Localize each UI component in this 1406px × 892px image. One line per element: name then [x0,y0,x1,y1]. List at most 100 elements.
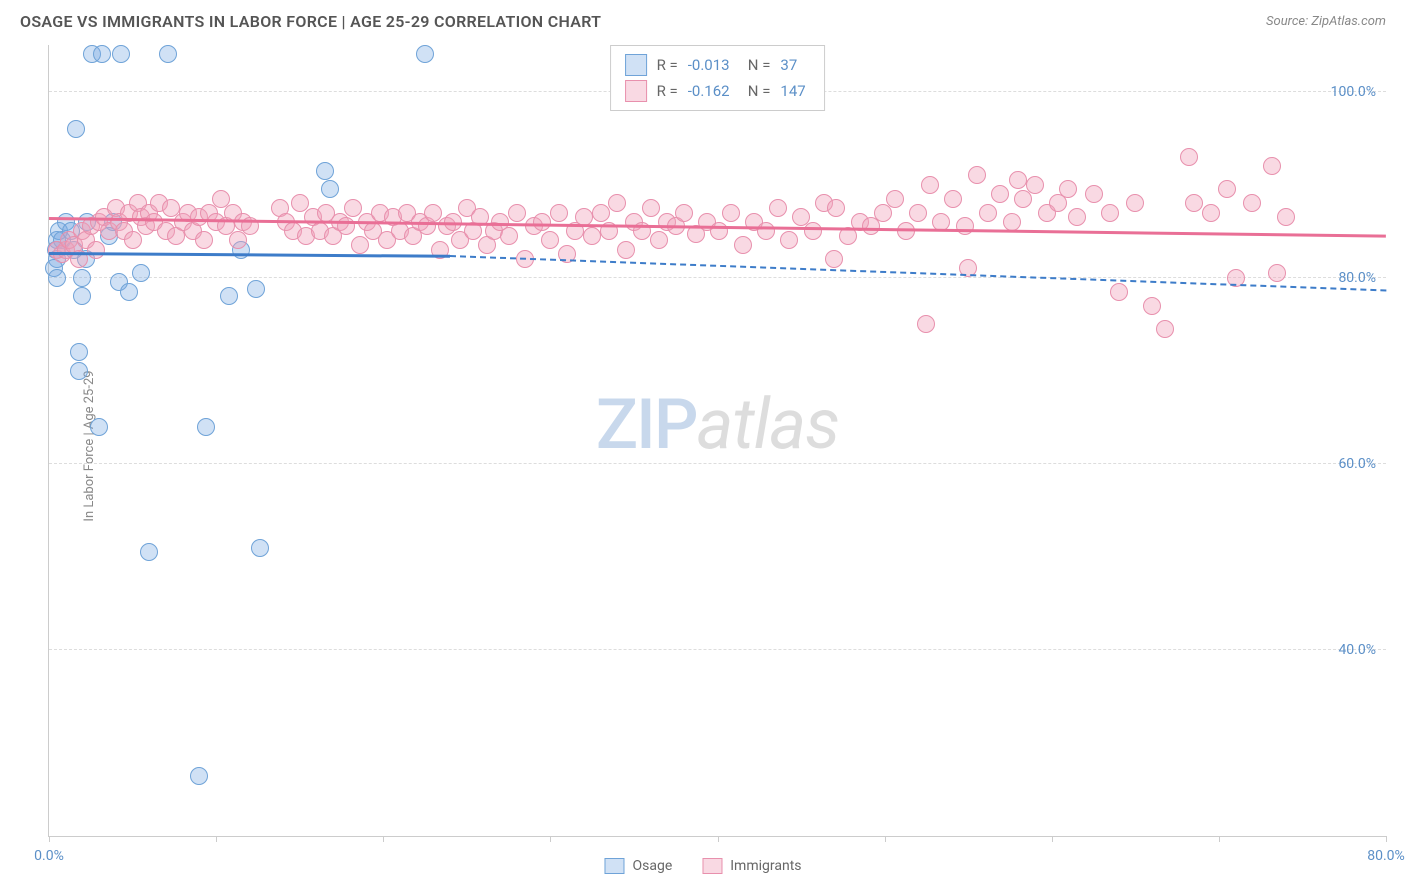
data-point [90,418,108,436]
data-point [757,222,775,240]
y-tick-label: 80.0% [1338,270,1376,286]
data-point [220,287,238,305]
data-point [769,199,787,217]
data-point [124,231,142,249]
source-text: Source: ZipAtlas.com [1266,14,1386,29]
legend-swatch [604,858,624,874]
data-point [722,204,740,222]
data-point [508,204,526,222]
data-point [541,231,559,249]
chart-title: OSAGE VS IMMIGRANTS IN LABOR FORCE | AGE… [20,12,601,31]
data-point [827,199,845,217]
data-point [825,250,843,268]
x-tick-label: 0.0% [34,848,64,864]
legend-swatch [625,80,647,102]
data-point [73,287,91,305]
data-point [500,227,518,245]
data-point [642,199,660,217]
data-point [1277,208,1295,226]
data-point [321,180,339,198]
data-point [1268,264,1286,282]
data-point [197,418,215,436]
data-point [956,217,974,235]
data-point [1180,148,1198,166]
gridline [49,649,1386,650]
data-point [195,231,213,249]
data-point [190,767,208,785]
watermark: ZIPatlas [596,384,839,466]
x-tick [1386,836,1387,842]
legend-item: Osage [604,858,672,874]
data-point [1218,180,1236,198]
data-point [804,222,822,240]
data-point [1156,320,1174,338]
data-point [48,269,66,287]
data-point [979,204,997,222]
data-point [1085,185,1103,203]
data-point [909,204,927,222]
data-point [1068,208,1086,226]
x-tick [49,836,50,842]
data-point [132,264,150,282]
data-point [991,185,1009,203]
data-point [968,166,986,184]
x-tick [885,836,886,842]
legend-n-value: 37 [780,56,810,74]
legend-n-value: 147 [780,82,810,100]
legend-n-label: N = [748,56,771,74]
legend-r-label: R = [657,82,678,100]
data-point [351,236,369,254]
data-point [533,213,551,231]
data-point [592,204,610,222]
data-point [1243,194,1261,212]
chart-plot-area: ZIPatlas R = -0.013 N = 37 R = -0.162N = 1… [48,45,1386,837]
data-point [112,45,130,63]
x-tick-label: 80.0% [1367,848,1405,864]
series-legend: Osage Immigrants [604,858,801,874]
data-point [617,241,635,259]
x-tick [1219,836,1220,842]
trend-line [49,252,450,257]
legend-item: Immigrants [702,858,801,874]
data-point [1263,157,1281,175]
data-point [344,199,362,217]
legend-label: Osage [632,858,672,874]
data-point [73,269,91,287]
data-point [1101,204,1119,222]
y-tick-label: 60.0% [1338,456,1376,472]
x-tick [216,836,217,842]
legend-r-label: R = [657,56,678,74]
data-point [1059,180,1077,198]
data-point [70,362,88,380]
data-point [1009,171,1027,189]
data-point [734,236,752,254]
data-point [780,231,798,249]
legend-row: R = -0.162N = 147 [625,78,811,104]
x-tick [550,836,551,842]
legend-n-label: N = [748,82,771,100]
data-point [608,194,626,212]
y-tick-label: 40.0% [1338,642,1376,658]
data-point [67,120,85,138]
data-point [1003,213,1021,231]
data-point [120,283,138,301]
legend-label: Immigrants [730,858,801,874]
data-point [886,190,904,208]
data-point [1202,204,1220,222]
data-point [424,204,442,222]
data-point [316,162,334,180]
data-point [675,204,693,222]
data-point [917,315,935,333]
y-tick-label: 100.0% [1331,84,1376,100]
data-point [251,539,269,557]
data-point [550,204,568,222]
data-point [944,190,962,208]
legend-r-value: -0.013 [688,56,738,74]
data-point [159,45,177,63]
data-point [93,45,111,63]
gridline [49,277,1386,278]
data-point [650,231,668,249]
data-point [583,227,601,245]
x-tick [383,836,384,842]
data-point [70,343,88,361]
